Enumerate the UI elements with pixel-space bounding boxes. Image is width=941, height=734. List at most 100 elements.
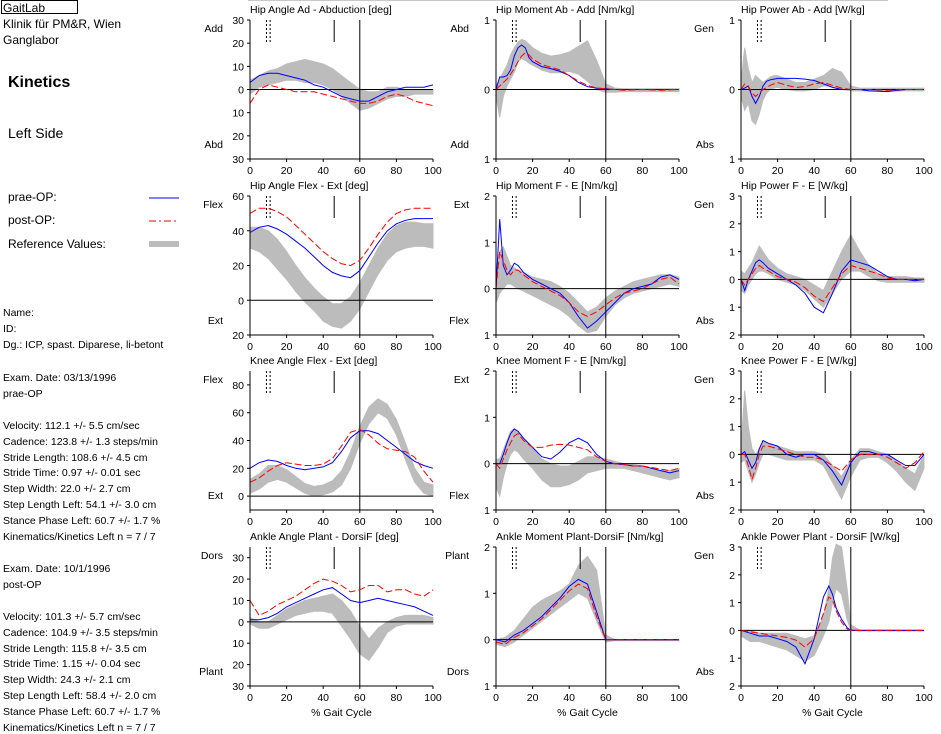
y-tick-label: 2 — [484, 366, 490, 378]
y-tick-label: 0 — [729, 449, 735, 461]
x-tick-label: 40 — [563, 341, 575, 353]
y-top-label: Flex — [203, 199, 224, 211]
x-tick-label: 100 — [424, 165, 442, 177]
y-tick-label: 1 — [484, 330, 490, 342]
x-tick-label: 0 — [493, 341, 499, 353]
chart-title: Knee Moment F - E [Nm/kg] — [496, 355, 626, 367]
x-tick-label: 60 — [600, 692, 612, 704]
series-prae-line — [249, 72, 434, 102]
y-tick-label: 30 — [232, 15, 244, 27]
reference-band — [249, 58, 434, 111]
x-tick-label: 60 — [845, 692, 857, 704]
x-axis-title: % Gait Cycle — [557, 707, 618, 719]
x-tick-label: 20 — [281, 165, 293, 177]
x-tick-label: 40 — [808, 516, 820, 528]
exam-line: Step Length Left: 54.1 +/- 3.0 cm — [3, 499, 157, 511]
exam-line: Step Width: 24.3 +/- 2.1 cm — [3, 674, 131, 686]
chart-title: Ankle Power Plant - DorsiF [W/kg] — [741, 531, 900, 543]
y-tick-label: 2 — [484, 191, 490, 203]
y-tick-label: 20 — [232, 261, 244, 273]
x-tick-label: 20 — [772, 341, 784, 353]
x-tick-label: 60 — [354, 165, 366, 177]
reference-band — [495, 246, 680, 334]
x-tick-label: 40 — [563, 516, 575, 528]
x-tick-label: 80 — [637, 341, 649, 353]
x-tick-label: 100 — [670, 165, 688, 177]
legend-label-reference: Reference Values: — [8, 237, 106, 251]
institution-label: Klinik für PM&R, Wien — [3, 17, 122, 31]
x-tick-label: 80 — [391, 341, 403, 353]
x-tick-label: 100 — [670, 341, 688, 353]
x-tick-label: 60 — [600, 165, 612, 177]
x-tick-label: 20 — [281, 516, 293, 528]
y-tick-label: 1 — [729, 247, 735, 259]
exam-line: Stance Phase Left: 60.7 +/- 1.7 % — [3, 706, 161, 718]
y-top-label: Add — [204, 23, 223, 35]
y-tick-label: 1 — [484, 154, 490, 166]
x-tick-label: 20 — [772, 516, 784, 528]
y-top-label: Abd — [450, 23, 469, 35]
series-post-line — [740, 264, 924, 303]
y-bottom-label: Abs — [696, 490, 714, 502]
series-post-line — [495, 251, 680, 318]
x-tick-label: 40 — [563, 165, 575, 177]
y-tick-label: 0 — [729, 85, 735, 97]
exam-line: Stance Phase Left: 60.7 +/- 1.7 % — [3, 515, 161, 527]
y-bottom-label: Abs — [696, 315, 714, 327]
y-tick-label: 1 — [729, 477, 735, 489]
exam-line: Kinematics/Kinetics Left n = 7 / 7 — [3, 531, 156, 543]
y-tick-label: 10 — [232, 61, 244, 73]
y-tick-label: 2 — [729, 505, 735, 517]
x-tick-label: 80 — [882, 516, 894, 528]
x-tick-label: 80 — [882, 341, 894, 353]
x-tick-label: 40 — [317, 341, 329, 353]
chart-title: Hip Angle Ad - Abduction [deg] — [250, 4, 392, 16]
exam-line: Velocity: 101.3 +/- 5.7 cm/sec — [3, 611, 141, 623]
y-tick-label: 2 — [729, 219, 735, 231]
y-tick-label: 80 — [232, 380, 244, 392]
x-tick-label: 0 — [247, 516, 253, 528]
reference-band — [740, 47, 925, 126]
exam-line: Step Width: 22.0 +/- 2.7 cm — [3, 483, 131, 495]
chart-title: Hip Moment Ab - Add [Nm/kg] — [496, 4, 634, 16]
reference-band — [495, 38, 680, 118]
series-post-line — [495, 583, 679, 645]
x-tick-label: 40 — [563, 692, 575, 704]
y-tick-label: 10 — [232, 108, 244, 120]
page-heading: Kinetics — [8, 74, 71, 91]
x-tick-label: 80 — [637, 516, 649, 528]
x-tick-label: 20 — [772, 165, 784, 177]
x-tick-label: 100 — [915, 165, 933, 177]
y-tick-label: 40 — [232, 226, 244, 238]
chart-10: Ankle Angle Plant - DorsiF [deg]30201001… — [199, 531, 442, 719]
reference-band — [249, 221, 434, 329]
exam-line: Stride Length: 108.6 +/- 4.5 cm — [3, 452, 148, 464]
chart-12: Ankle Power Plant - DorsiF [W/kg]3210120… — [694, 531, 933, 719]
x-tick-label: 20 — [527, 165, 539, 177]
y-tick-label: 1 — [729, 302, 735, 314]
y-tick-label: 20 — [232, 330, 244, 342]
chart-title: Hip Power F - E [W/kg] — [741, 180, 848, 192]
y-tick-label: 20 — [232, 131, 244, 143]
y-tick-label: 0 — [484, 459, 490, 471]
legend-swatches — [149, 197, 179, 247]
y-tick-label: 2 — [729, 681, 735, 693]
x-tick-label: 80 — [637, 165, 649, 177]
x-tick-label: 60 — [845, 516, 857, 528]
series-prae-line — [249, 430, 434, 471]
y-tick-label: 20 — [232, 38, 244, 50]
y-tick-label: 1 — [729, 154, 735, 166]
x-tick-label: 100 — [670, 516, 688, 528]
x-tick-label: 100 — [424, 692, 442, 704]
exam-line: Stride Time: 1.15 +/- 0.04 sec — [3, 658, 141, 670]
y-tick-label: 0 — [238, 491, 244, 503]
x-tick-label: 0 — [247, 165, 253, 177]
x-tick-label: 0 — [247, 692, 253, 704]
x-tick-label: 0 — [738, 341, 744, 353]
